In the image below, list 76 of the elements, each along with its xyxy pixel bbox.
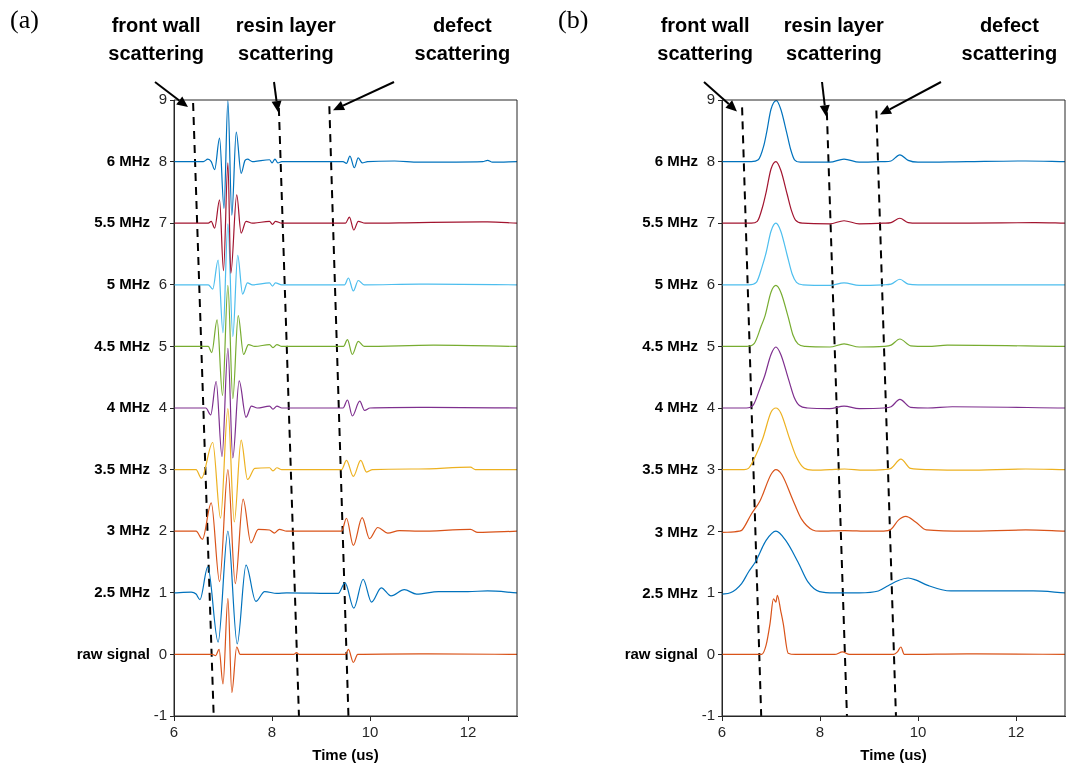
series-label: raw signal <box>624 644 698 662</box>
x-tick-label: 8 <box>815 723 825 741</box>
line-series <box>174 223 517 338</box>
x-tick-label: 12 <box>459 723 477 741</box>
y-tick-label: 2 <box>158 521 167 539</box>
line-series <box>722 469 1065 534</box>
x-tick-label: 6 <box>169 723 179 741</box>
series-label: 6 MHz <box>106 151 150 169</box>
y-tick-label: -1 <box>701 706 715 724</box>
y-tick-label: 8 <box>706 151 715 169</box>
y-tick-label: 7 <box>706 213 715 231</box>
series-label: 3 MHz <box>106 521 150 539</box>
y-tick-label: 2 <box>706 521 715 539</box>
x-tick-label: 6 <box>717 723 727 741</box>
series-label: 4 MHz <box>106 398 150 416</box>
series-label: 4.5 MHz <box>94 336 150 354</box>
y-tick-label: 9 <box>158 90 167 108</box>
series-label: 5.5 MHz <box>642 213 698 231</box>
series-label: 3.5 MHz <box>642 459 698 477</box>
series-label: 4.5 MHz <box>642 336 698 354</box>
text: resin layer scattering <box>783 13 885 64</box>
line-series <box>174 284 517 400</box>
line-series <box>174 469 517 585</box>
series-label: 5 MHz <box>654 274 698 292</box>
series-label: 5 MHz <box>106 274 150 292</box>
y-tick-label: 1 <box>706 582 715 600</box>
y-tick-label: 6 <box>158 274 167 292</box>
y-tick-label: 5 <box>706 336 715 354</box>
line-series <box>722 284 1065 348</box>
series-label: raw signal <box>76 644 150 662</box>
series-label: 2.5 MHz <box>94 582 150 600</box>
line-series <box>722 530 1065 595</box>
text: front wall scattering <box>657 13 753 64</box>
y-tick-label: 4 <box>706 398 715 416</box>
x-axis-title: Time (us) <box>312 746 379 764</box>
y-tick-label: 3 <box>158 459 167 477</box>
line-series <box>722 594 1065 655</box>
text: defect scattering <box>414 13 511 64</box>
x-tick-label: 12 <box>1007 723 1025 741</box>
x-tick-label: 10 <box>909 723 927 741</box>
y-tick-label: 0 <box>158 644 167 662</box>
series-label: 3 MHz <box>654 522 698 540</box>
line-series <box>722 222 1065 287</box>
y-tick-label: 3 <box>706 459 715 477</box>
text: resin layer scattering <box>235 13 337 64</box>
chart-title: (b) <box>558 4 589 34</box>
y-tick-label: -1 <box>153 706 167 724</box>
y-tick-label: 1 <box>158 582 167 600</box>
line-series <box>722 161 1065 225</box>
y-tick-label: 4 <box>158 398 167 416</box>
text: front wall scattering <box>108 13 204 64</box>
line-series <box>174 347 517 459</box>
series-label: 4 MHz <box>654 398 698 416</box>
line-series <box>174 597 517 694</box>
y-tick-label: 7 <box>158 213 167 231</box>
series-label: 3.5 MHz <box>94 459 150 477</box>
y-tick-label: 6 <box>706 274 715 292</box>
x-tick-label: 8 <box>267 723 277 741</box>
line-series <box>174 530 517 645</box>
series-label: 5.5 MHz <box>94 213 150 231</box>
line-series <box>722 346 1065 410</box>
line-series <box>174 100 517 216</box>
chart-title: (a) <box>10 4 39 34</box>
y-tick-label: 0 <box>706 644 715 662</box>
line-series <box>722 100 1065 163</box>
line-series <box>174 408 517 523</box>
series-label: 6 MHz <box>654 151 698 169</box>
y-tick-label: 8 <box>158 151 167 169</box>
y-tick-label: 9 <box>706 90 715 108</box>
text: defect scattering <box>961 13 1058 64</box>
series-label: 2.5 MHz <box>642 584 698 602</box>
line-series <box>174 162 517 274</box>
y-tick-label: 5 <box>158 336 167 354</box>
x-axis-title: Time (us) <box>860 746 927 764</box>
x-tick-label: 10 <box>361 723 379 741</box>
line-series <box>722 407 1065 471</box>
